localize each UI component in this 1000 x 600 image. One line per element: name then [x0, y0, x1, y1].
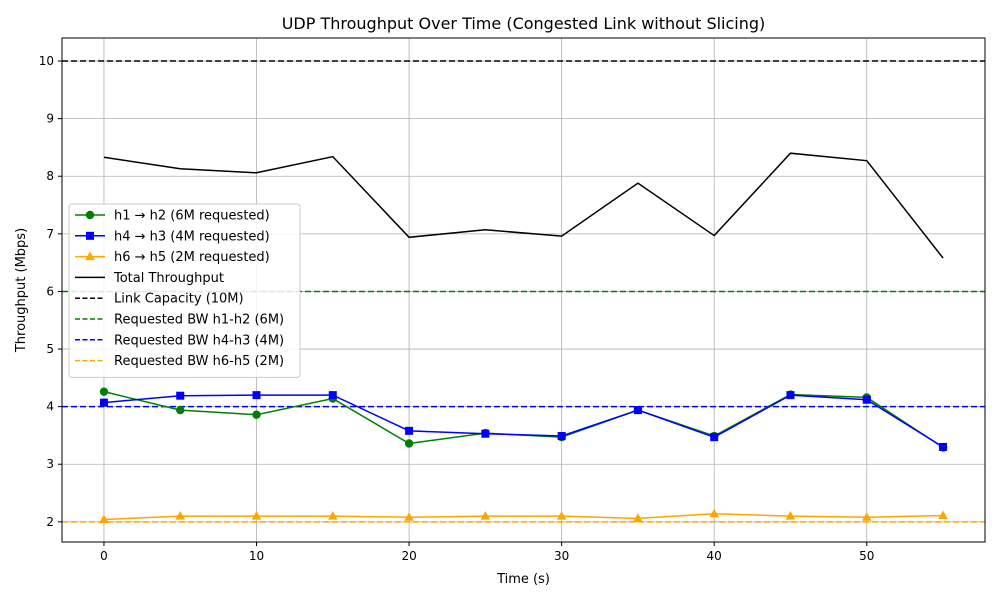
data-point [252, 391, 261, 400]
series-line [103, 394, 944, 448]
data-point [786, 391, 795, 400]
y-tick-label: 2 [46, 515, 54, 529]
data-point [481, 429, 490, 438]
data-point [556, 511, 567, 520]
legend-label: h1 → h2 (6M requested) [114, 209, 270, 224]
data-point [404, 439, 414, 448]
data-point [480, 511, 491, 520]
data-point [251, 511, 262, 520]
series-group [103, 152, 944, 259]
legend-label: Total Throughput [113, 271, 224, 286]
legend-label: h6 → h5 (2M requested) [114, 250, 270, 265]
data-point [404, 512, 414, 521]
legend-label: h4 → h3 (4M requested) [114, 229, 270, 244]
data-point [709, 508, 720, 518]
y-tick-label: 7 [46, 227, 54, 241]
data-point [861, 512, 872, 521]
series-line [103, 390, 944, 449]
legend-label: Requested BW h4-h3 (4M) [114, 333, 284, 348]
data-point [633, 513, 643, 522]
x-tick-label: 50 [859, 549, 874, 563]
data-point [785, 511, 796, 520]
y-tick-label: 5 [46, 342, 54, 356]
data-point [85, 251, 95, 261]
legend-label: Requested BW h6-h5 (2M) [114, 354, 284, 369]
series-group [99, 391, 948, 451]
data-point [252, 410, 261, 419]
data-point [85, 210, 95, 220]
legend: h1 → h2 (6M requested) h4 → h3 (4M reques… [68, 203, 301, 378]
legend-label: Link Capacity (10M) [114, 292, 244, 307]
data-point [86, 231, 94, 240]
data-point [176, 391, 185, 400]
series-lines [99, 152, 948, 524]
data-point [99, 514, 109, 524]
series-line [103, 152, 944, 259]
x-tick-label: 10 [249, 549, 264, 563]
y-tick-label: 8 [46, 169, 54, 183]
data-point [328, 391, 337, 400]
y-axis-label: Throughput (Mbps) [14, 228, 29, 353]
x-tick-label: 40 [707, 549, 722, 563]
y-tick-label: 3 [46, 457, 54, 471]
chart-title: UDP Throughput Over Time (Congested Link… [282, 14, 766, 33]
data-point [99, 387, 109, 396]
x-tick-label: 20 [401, 549, 416, 563]
data-point [939, 442, 948, 451]
legend-box [68, 203, 301, 378]
data-point [557, 432, 566, 441]
data-point [175, 511, 186, 520]
y-tick-label: 6 [46, 284, 54, 298]
series-line [103, 513, 944, 521]
data-point [327, 511, 338, 520]
data-point [710, 433, 719, 442]
y-tick-label: 4 [46, 400, 54, 414]
data-point [862, 395, 871, 404]
data-point [99, 398, 108, 407]
series-group [99, 508, 948, 524]
data-point [938, 510, 948, 520]
x-tick-label: 30 [554, 549, 569, 563]
data-point [405, 426, 414, 435]
data-point [176, 405, 185, 415]
y-tick-label: 9 [46, 112, 54, 126]
axis-ticks: 0 10 20 30 40 50 2 3 4 5 6 7 8 9 10 [39, 54, 875, 563]
y-tick-label: 10 [39, 54, 54, 68]
x-tick-label: 0 [100, 549, 108, 563]
x-axis-label: Time (s) [496, 572, 550, 587]
plot-frame [61, 37, 986, 543]
data-point [633, 406, 642, 415]
legend-label: Requested BW h1-h2 (6M) [114, 313, 284, 328]
